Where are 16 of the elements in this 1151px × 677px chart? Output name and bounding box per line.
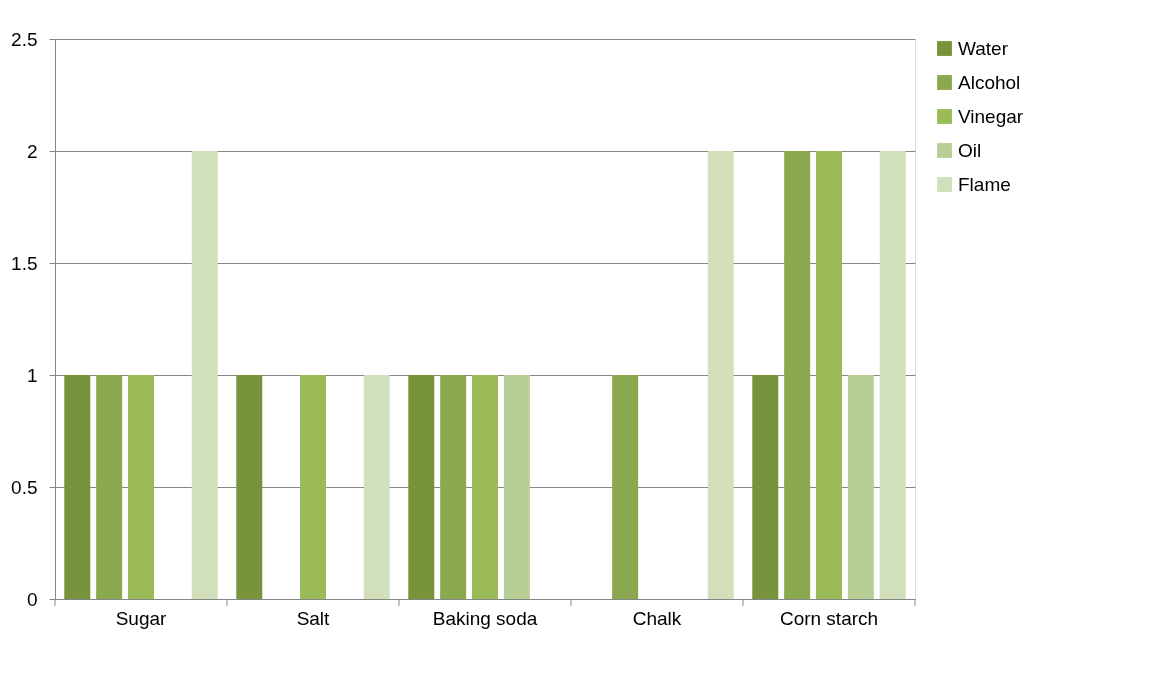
x-tick-label: Sugar: [115, 607, 168, 629]
x-tick-label: Corn starch: [779, 607, 879, 629]
x-tick-label: Salt: [296, 607, 331, 629]
y-tick-label: 2.5: [11, 28, 38, 50]
y-tick-label: 1: [26, 364, 38, 386]
legend-label: Flame: [958, 173, 1011, 195]
x-tick-label: Chalk: [632, 607, 682, 629]
legend-label: Alcohol: [958, 71, 1021, 93]
y-tick-label: 1.5: [11, 252, 38, 274]
y-tick-label: 0.5: [11, 476, 38, 498]
y-tick-label: 0: [26, 588, 38, 610]
legend-label: Oil: [958, 139, 982, 161]
x-tick-label: Baking soda: [432, 607, 538, 629]
legend-label: Water: [958, 37, 1009, 59]
legend-label: Vinegar: [958, 105, 1024, 127]
y-tick-label: 2: [26, 140, 38, 162]
